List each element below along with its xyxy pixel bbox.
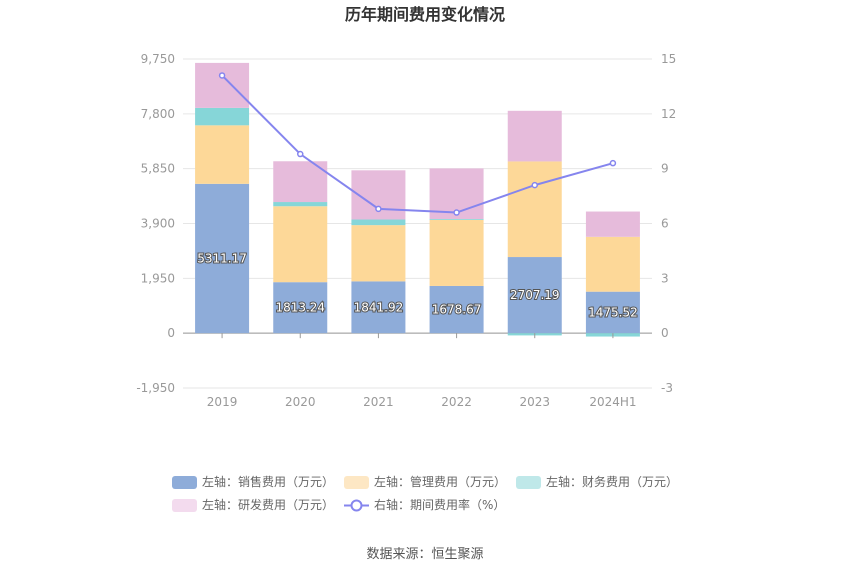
right-tick-label: 6: [661, 217, 669, 231]
rate-point-2021: [375, 205, 382, 213]
bar-0-2023: [507, 257, 562, 334]
legend-swatch-admin: [344, 476, 369, 489]
bar-data-label: 1678.67: [432, 303, 482, 317]
left-tick-label: 7,800: [141, 107, 175, 121]
grid-lines: [183, 58, 652, 389]
bar-1-2023: [507, 161, 562, 258]
bar-1-2024H1: [585, 236, 640, 292]
bar-1-2020: [273, 206, 328, 283]
legend-label-sales: 左轴：销售费用（万元）: [202, 474, 334, 489]
right-tick-label: 12: [661, 107, 676, 121]
left-tick-label: 1,950: [141, 271, 175, 285]
x-tick-label: 2020: [285, 395, 316, 409]
bar-0-2021: [351, 281, 406, 334]
left-tick-label: 9,750: [141, 52, 175, 66]
bar-2-2022: [429, 219, 484, 220]
bar-2-2021: [351, 219, 406, 226]
right-tick-label: 15: [661, 52, 676, 66]
bar-1-2021: [351, 225, 406, 282]
source-text: 数据来源：恒生聚源: [366, 547, 483, 562]
legend-item-sales[interactable]: 左轴：销售费用（万元）: [172, 474, 334, 489]
bar-0-2019: [195, 183, 250, 334]
rate-point-2022: [453, 209, 460, 216]
bar-2-2020: [273, 202, 328, 207]
bar-0-2020: [273, 282, 328, 334]
rate-line-path: [221, 74, 614, 214]
bar-0-2022: [429, 285, 484, 334]
rate-point-2023: [531, 181, 538, 189]
x-tick-label: 2024H1: [589, 395, 636, 409]
legend-item-rd[interactable]: 左轴：研发费用（万元）: [172, 497, 334, 512]
chart-title: 历年期间费用变化情况: [345, 5, 505, 24]
right-tick-label: 3: [661, 271, 669, 285]
legend-swatch-finance: [516, 476, 541, 489]
legend-marker-rate: [350, 499, 363, 512]
x-tick-label: 2021: [363, 395, 394, 409]
bar-data-label: 1813.24: [275, 301, 325, 315]
x-tick-label: 2019: [207, 395, 238, 409]
bar-3-2019: [195, 62, 250, 108]
legend-label-finance: 左轴：财务费用（万元）: [546, 474, 678, 489]
bar-1-2019: [195, 125, 250, 184]
left-tick-label: 5,850: [141, 162, 175, 176]
bar-1-2022: [429, 219, 484, 286]
x-tick-label: 2022: [441, 395, 472, 409]
legend-label-rd: 左轴：研发费用（万元）: [202, 497, 334, 512]
legend-label-admin: 左轴：管理费用（万元）: [374, 474, 506, 489]
bar-labels: 5311.17 1813.24 1841.92 1678.67 2707.19 1475.…: [196, 250, 638, 320]
bar-3-2024H1: [585, 211, 640, 237]
bar-3-2023: [507, 110, 562, 162]
bar-data-label: 1475.52: [588, 305, 638, 319]
rate-line: [218, 72, 617, 216]
x-tick-label: 2023: [519, 395, 550, 409]
bar-2-2019: [195, 107, 250, 126]
rate-point-2019: [218, 72, 226, 79]
bar-data-label: 1841.92: [354, 300, 404, 314]
bar-0-2024H1: [585, 291, 640, 334]
right-tick-label: 0: [661, 326, 669, 340]
left-tick-label: 3,900: [141, 217, 175, 231]
rate-point-2020: [297, 150, 304, 158]
left-tick-label: 0: [167, 326, 175, 340]
left-tick-label: -1,950: [136, 381, 175, 395]
right-axis: 15 12 9 6 3 0 -3: [661, 52, 676, 395]
legend-item-rate[interactable]: 右轴：期间费用率（%）: [344, 497, 505, 512]
bar-data-label: 5311.17: [197, 251, 247, 265]
bar-data-label: 2707.19: [510, 288, 560, 302]
bar-3-2020: [273, 161, 328, 203]
right-tick-label: -3: [661, 381, 673, 395]
legend-item-admin[interactable]: 左轴：管理费用（万元）: [344, 474, 506, 489]
rate-point-2024H1: [609, 159, 617, 167]
bars: [195, 62, 640, 337]
legend-swatch-rd: [172, 499, 197, 512]
x-axis: 2019 2020 2021 2022 2023 2024H1: [207, 333, 637, 409]
legend: 左轴：销售费用（万元） 左轴：管理费用（万元） 左轴：财务费用（万元） 左轴：研…: [172, 474, 678, 512]
legend-swatch-sales: [172, 476, 197, 489]
legend-item-finance[interactable]: 左轴：财务费用（万元）: [516, 474, 678, 489]
right-tick-label: 9: [661, 162, 669, 176]
left-axis: 9,750 7,800 5,850 3,900 1,950 0 -1,950: [136, 52, 175, 395]
legend-label-rate: 右轴：期间费用率（%）: [374, 497, 505, 512]
